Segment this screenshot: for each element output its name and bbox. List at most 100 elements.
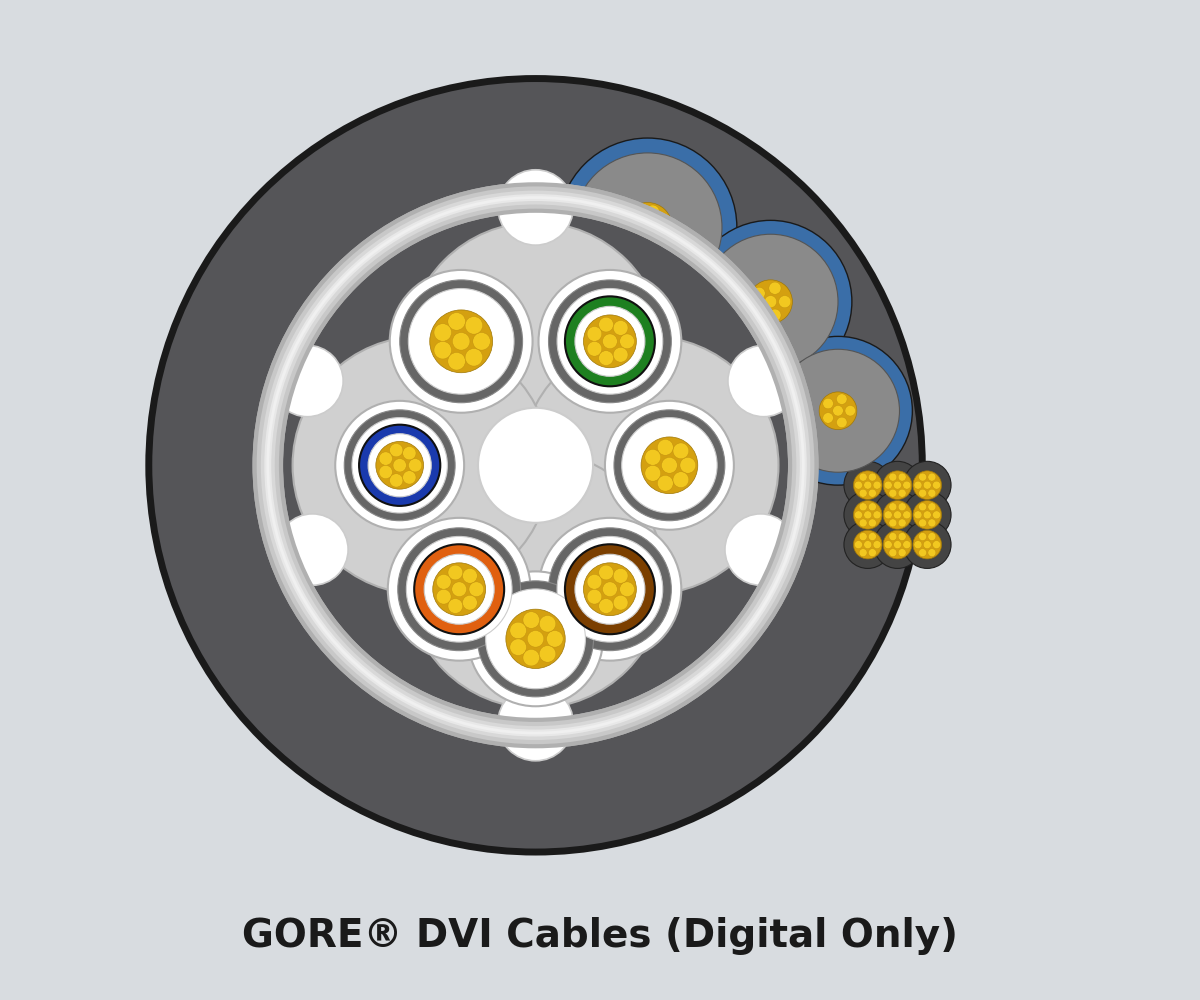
Circle shape (558, 138, 737, 317)
Circle shape (884, 481, 893, 489)
Circle shape (673, 472, 689, 488)
Circle shape (854, 541, 863, 549)
Circle shape (894, 511, 901, 519)
Circle shape (884, 541, 893, 549)
Circle shape (769, 309, 781, 321)
Circle shape (473, 333, 491, 350)
Circle shape (539, 518, 682, 661)
Circle shape (434, 341, 451, 359)
Circle shape (883, 501, 912, 529)
Circle shape (437, 574, 451, 589)
Circle shape (486, 589, 586, 689)
Circle shape (763, 336, 912, 485)
Circle shape (468, 571, 602, 706)
Circle shape (478, 408, 593, 523)
Circle shape (407, 222, 665, 480)
Circle shape (623, 202, 672, 252)
Circle shape (622, 418, 718, 513)
Circle shape (619, 334, 635, 349)
Circle shape (448, 313, 466, 330)
Circle shape (539, 615, 556, 632)
Circle shape (889, 489, 896, 497)
Circle shape (776, 349, 900, 472)
Circle shape (779, 296, 791, 308)
Circle shape (923, 511, 931, 519)
Circle shape (845, 405, 856, 416)
Circle shape (836, 394, 847, 404)
Circle shape (658, 439, 673, 455)
Circle shape (448, 352, 466, 370)
Circle shape (874, 541, 881, 549)
Circle shape (408, 288, 514, 394)
Circle shape (914, 541, 922, 549)
Circle shape (641, 437, 697, 494)
Circle shape (913, 530, 942, 559)
Circle shape (510, 622, 527, 639)
Circle shape (728, 345, 799, 417)
Circle shape (602, 582, 617, 597)
Circle shape (703, 234, 838, 369)
Circle shape (644, 465, 661, 481)
Circle shape (919, 549, 926, 557)
Circle shape (874, 491, 922, 539)
Circle shape (352, 418, 448, 513)
Circle shape (575, 306, 644, 376)
Circle shape (928, 549, 936, 557)
Circle shape (599, 351, 613, 365)
Circle shape (583, 563, 636, 616)
Circle shape (889, 533, 896, 541)
Circle shape (919, 533, 926, 541)
Circle shape (859, 533, 868, 541)
Circle shape (844, 491, 892, 539)
Circle shape (506, 609, 565, 669)
Circle shape (928, 489, 936, 497)
Circle shape (599, 317, 613, 332)
Circle shape (928, 533, 936, 541)
Circle shape (859, 473, 868, 481)
Circle shape (894, 541, 901, 549)
Circle shape (293, 336, 551, 594)
Circle shape (602, 334, 617, 349)
Circle shape (451, 582, 467, 597)
Circle shape (919, 519, 926, 527)
Circle shape (613, 321, 628, 335)
Circle shape (859, 549, 868, 557)
Circle shape (523, 649, 540, 666)
Circle shape (923, 541, 931, 549)
Circle shape (853, 471, 882, 499)
Circle shape (546, 631, 563, 647)
Circle shape (359, 425, 440, 506)
Circle shape (904, 521, 952, 568)
Circle shape (523, 612, 540, 628)
Circle shape (932, 511, 941, 519)
Circle shape (379, 452, 392, 465)
Circle shape (869, 533, 876, 541)
Text: GORE® DVI Cables (Digital Only): GORE® DVI Cables (Digital Only) (242, 917, 958, 955)
Circle shape (833, 405, 844, 416)
Circle shape (889, 519, 896, 527)
Circle shape (898, 519, 906, 527)
Circle shape (448, 599, 463, 613)
Circle shape (889, 503, 896, 511)
Circle shape (613, 595, 628, 610)
Circle shape (661, 457, 677, 473)
Circle shape (335, 401, 464, 530)
Circle shape (407, 536, 512, 642)
Circle shape (874, 521, 922, 568)
Circle shape (628, 211, 642, 225)
Circle shape (599, 599, 613, 613)
Circle shape (430, 310, 492, 373)
Circle shape (883, 530, 912, 559)
Circle shape (725, 514, 797, 585)
Circle shape (889, 473, 896, 481)
Circle shape (646, 205, 660, 219)
Circle shape (368, 434, 431, 497)
Circle shape (859, 489, 868, 497)
Circle shape (498, 170, 574, 245)
Circle shape (613, 347, 628, 362)
Circle shape (869, 489, 876, 497)
Circle shape (844, 461, 892, 509)
Circle shape (646, 236, 660, 250)
Circle shape (587, 589, 602, 604)
Circle shape (919, 473, 926, 481)
